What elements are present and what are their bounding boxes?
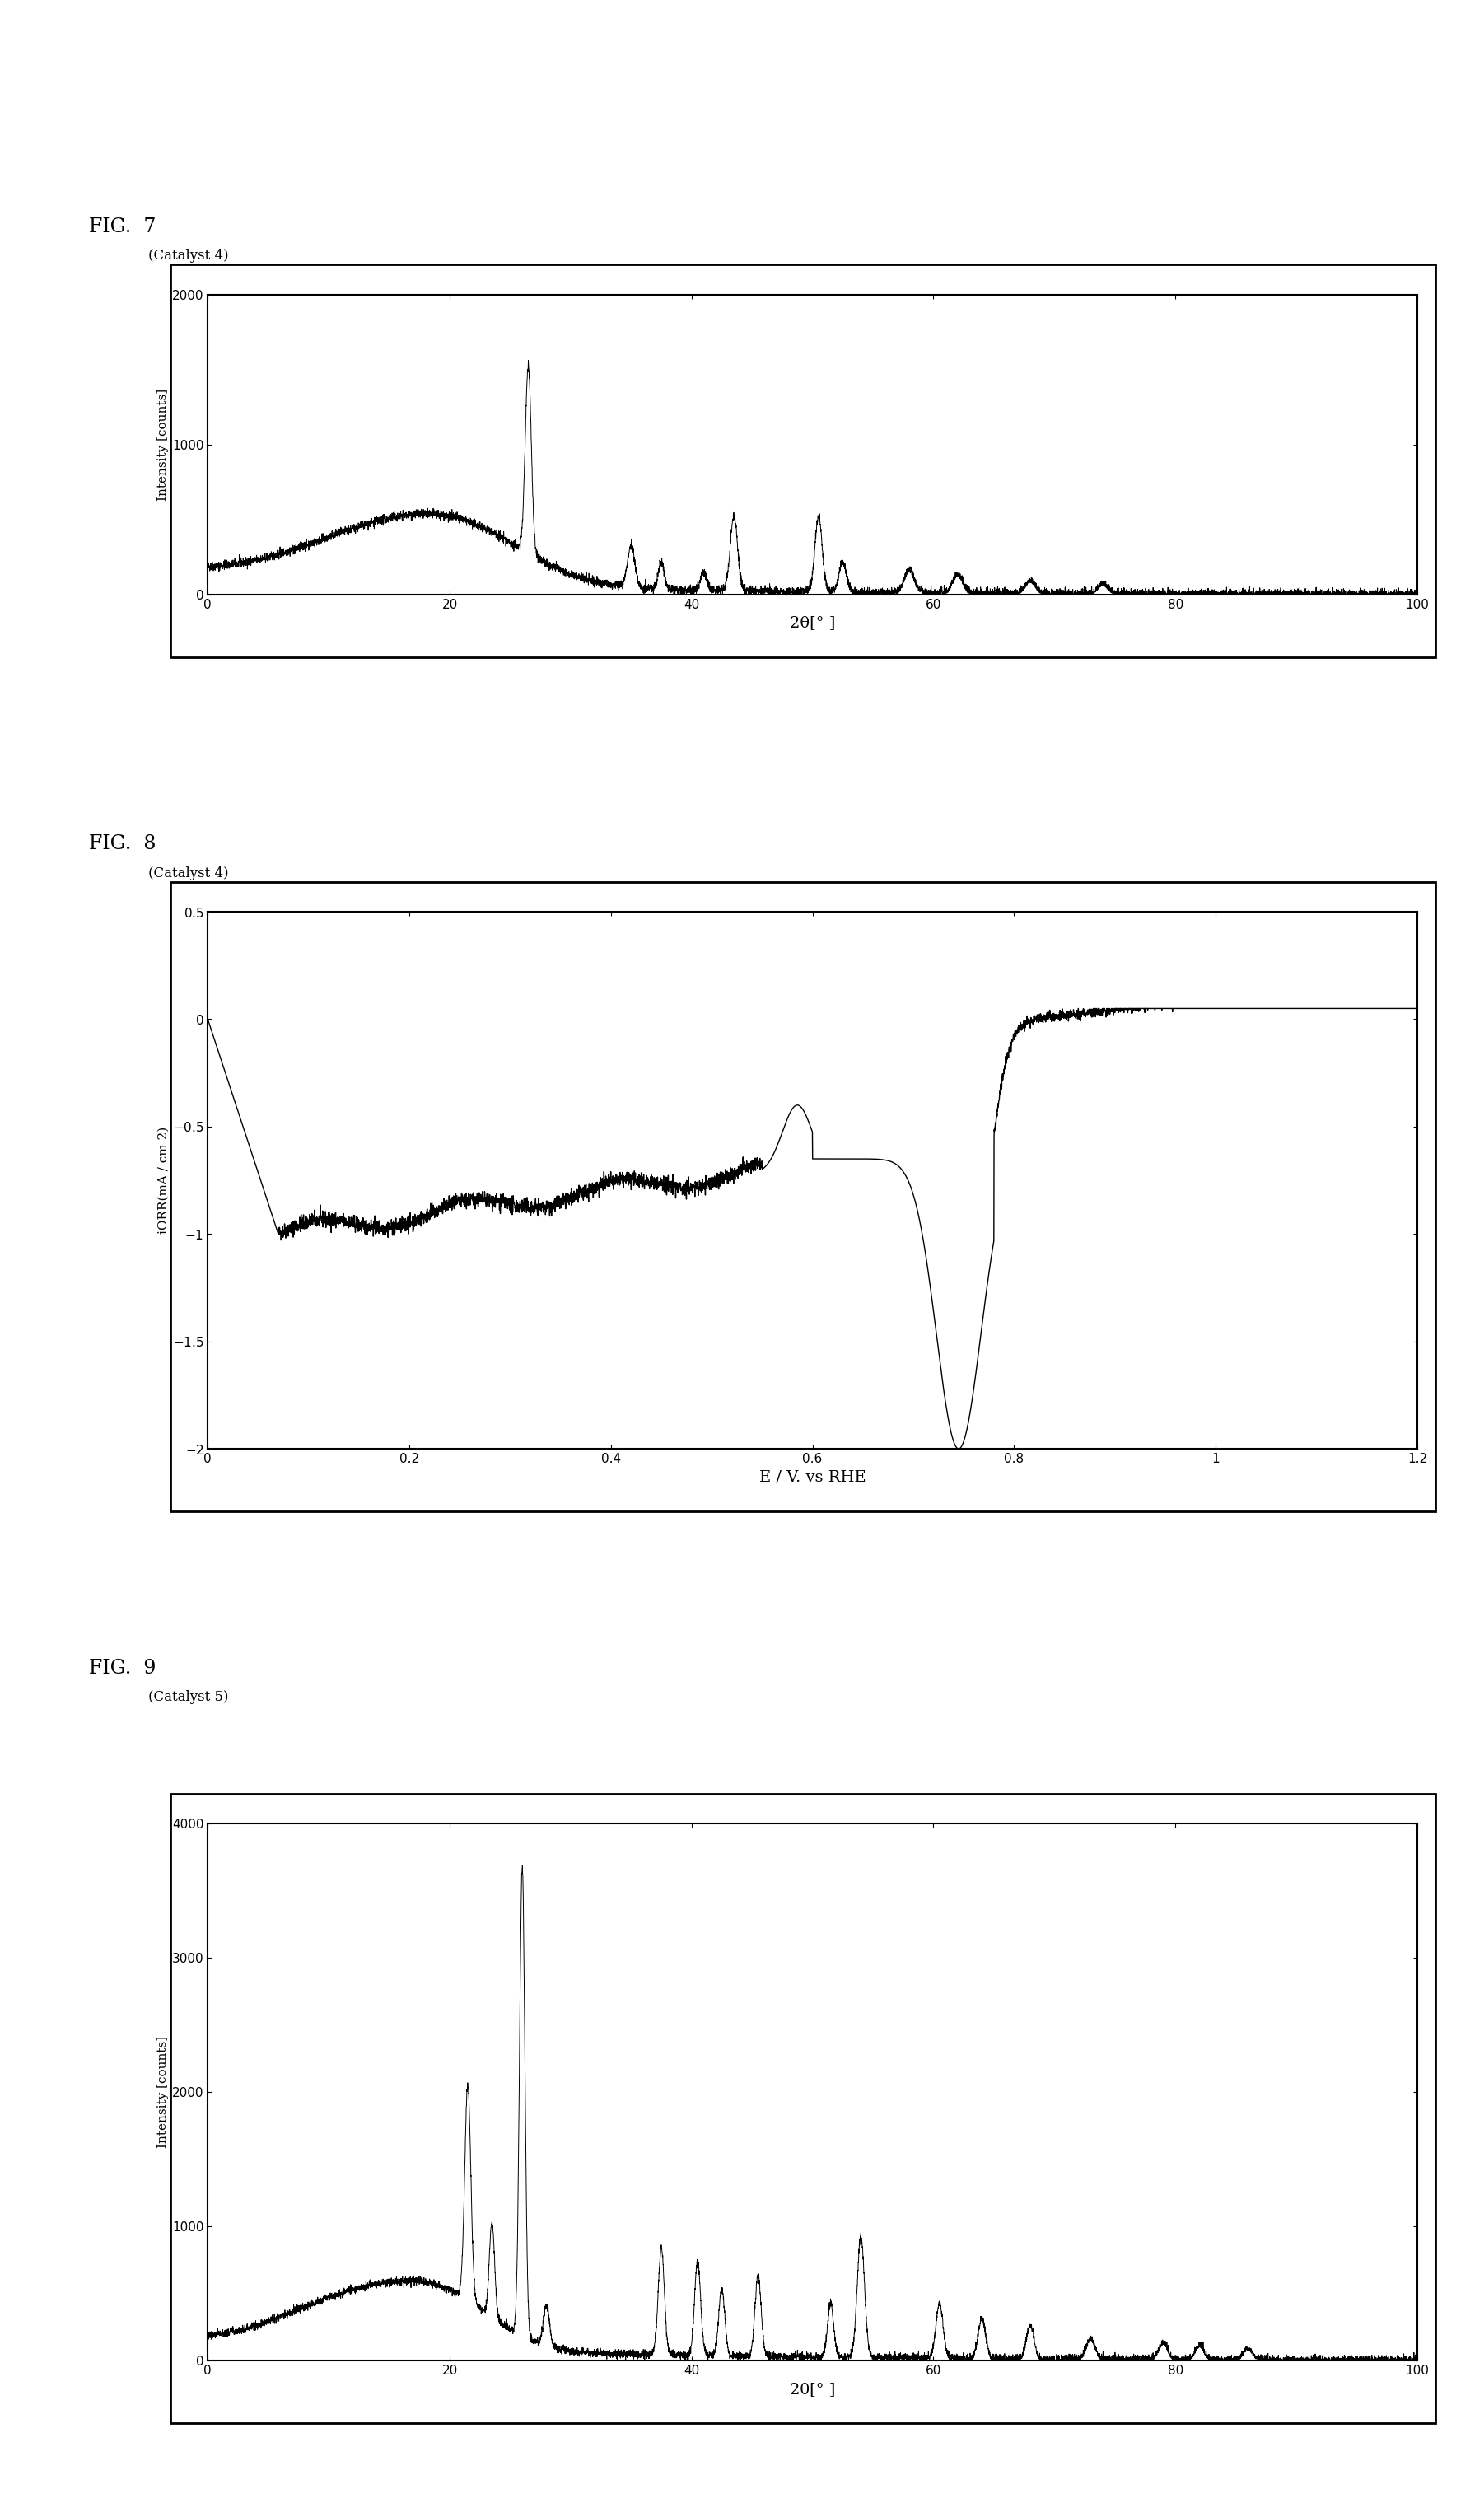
Y-axis label: Intensity [counts]: Intensity [counts]	[157, 390, 169, 500]
Y-axis label: iORR(mA / cm 2): iORR(mA / cm 2)	[157, 1127, 169, 1234]
Y-axis label: Intensity [counts]: Intensity [counts]	[157, 2036, 169, 2148]
Text: FIG.  7: FIG. 7	[89, 217, 156, 237]
X-axis label: E / V. vs RHE: E / V. vs RHE	[760, 1469, 865, 1484]
Text: FIG.  9: FIG. 9	[89, 1659, 156, 1679]
X-axis label: 2θ[° ]: 2θ[° ]	[789, 615, 835, 629]
Text: (Catalyst 5): (Catalyst 5)	[148, 1691, 229, 1704]
Text: (Catalyst 4): (Catalyst 4)	[148, 250, 229, 262]
Text: FIG.  8: FIG. 8	[89, 834, 156, 854]
X-axis label: 2θ[° ]: 2θ[° ]	[789, 2381, 835, 2396]
Text: (Catalyst 4): (Catalyst 4)	[148, 867, 229, 879]
